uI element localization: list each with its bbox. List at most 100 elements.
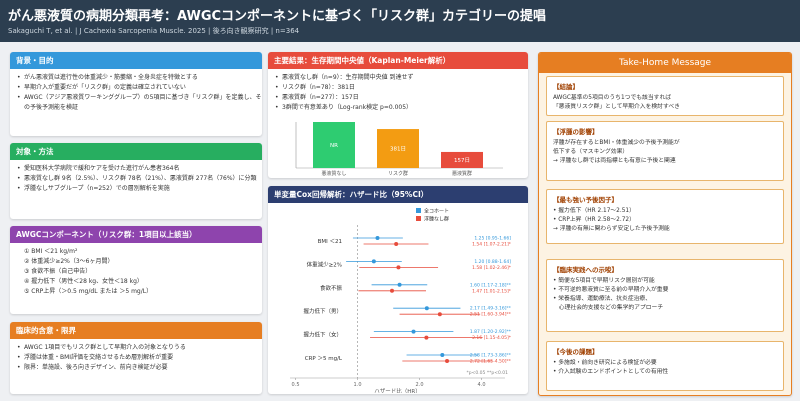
section-title: 臨床的含意・限界 [10, 322, 262, 339]
row-label: 握力低下（男） [303, 307, 342, 315]
value-label: 1.47 [1.01-2.15]* [472, 288, 512, 294]
section-panel: 臨床的含意・限界AWGC 1項目でもリスク群として早期介入の対象となりうる浮腫は… [10, 322, 262, 394]
bar [441, 151, 483, 168]
hr-point [394, 242, 399, 246]
takehome-box: 【臨床実践への示唆】 • 簡便な5項目で早期リスク層別が可能 • 不可逆的悪液質に至… [546, 259, 784, 332]
hr-point [424, 335, 429, 340]
forest-plot: 0.5 1.0 2.0 4.0 ハザード比（HR） *p<0.05 **p<0.01 BMI… [290, 208, 512, 393]
hr-point [371, 259, 376, 264]
takehome-box: 【最も強い予後因子】 • 握力低下（HR 2.17〜2.51） • CRP上昇（HR… [546, 189, 784, 244]
takehome-heading: 【今後の課題】 [553, 348, 599, 356]
list-item: ① BMI ＜21 kg/m² [24, 248, 78, 255]
bar-label: NR [330, 143, 338, 149]
list-item: 悪液質なし群 9名（2.5%）、リスク群 78名（21%）、悪液質群 277名（… [10, 174, 262, 184]
takehome-line: → 浮腫なし群では両指標とも有意に予後と関連 [553, 158, 676, 164]
x-tick-label: 2.0 [416, 382, 424, 388]
hr-point [445, 359, 450, 363]
list-item: 愛知医科大学病院で緩和ケアを受けた進行がん患者364名 [10, 164, 262, 174]
takehome-line: • 栄養指導、運動療法、抗炎症治療、 [553, 296, 652, 302]
list-item: 早期介入が重要だが「リスク群」の定義は確立されていない [10, 83, 262, 93]
takehome-heading: 【最も強い予後因子】 [553, 196, 618, 204]
takehome-line: 低下する（マスキング効果） [553, 149, 629, 155]
hr-point [397, 282, 402, 287]
value-label: 1.20 [0.88-1.64] [474, 259, 511, 265]
row-label: 食欲不振 [320, 284, 343, 292]
section-list: AWGC 1項目でもリスク群として早期介入の対象となりうる浮腫は体重・BMI評価… [10, 339, 262, 373]
legend-label: 浮腫なし群 [424, 216, 449, 223]
takehome-line: → 浮腫の有無に関わらず安定した予後予測能 [553, 226, 670, 232]
hr-point [389, 288, 394, 293]
value-label: 1.87 [1.20-2.92]** [470, 329, 512, 335]
list-item: 悪液質なし群（n=9）：生存期間中央値 到達せず [268, 73, 528, 83]
section-title: 背景・目的 [10, 52, 262, 69]
list-item: リスク群（n=78）：381日 [268, 83, 528, 93]
list-item: がん悪液質は進行性の体重減少・筋萎縮・全身炎症を特徴とする [10, 73, 262, 83]
list-item: ⑤ CRP上昇（＞0.5 mg/dL または ＞5 mg/L） [24, 288, 153, 295]
bar [313, 122, 355, 168]
bar-label: 381日 [390, 146, 406, 153]
section-title: 単変量Cox回帰解析：ハザード比（95%CI） [268, 186, 528, 203]
takehome-line: • 多施設・前向き研究による検証が必要 [553, 360, 657, 366]
takehome-title: Take-Home Message [539, 53, 791, 73]
list-item: 3群間で有意差あり（Log-rank検定 p=0.005） [268, 103, 528, 113]
row-label: 握力低下（女） [303, 331, 342, 339]
takehome-heading: 【浮腫の影響】 [553, 128, 599, 136]
x-tick-label: 悪液質なし [321, 170, 346, 177]
list-item: 限界：単施設、後ろ向きデザイン、前向き検証が必要 [10, 363, 262, 373]
takehome-line: 心理社会的支援などの集学的アプローチ [553, 305, 664, 311]
takehome-line: • 不可逆的悪液質に至る前の早期介入が重要 [553, 287, 669, 293]
row-label: CRP ＞5 mg/L [305, 356, 343, 362]
takehome-heading: 【結論】 [553, 83, 579, 91]
footnote: *p<0.05 **p<0.01 [467, 370, 509, 376]
takehome-line: 浮腫が存在するとBMI・体重減少の予後予測能が [553, 140, 680, 146]
section-panel: 背景・目的がん悪液質は進行性の体重減少・筋萎縮・全身炎症を特徴とする早期介入が重… [10, 52, 262, 136]
takehome-line: • CRP上昇（HR 2.58〜2.72） [553, 217, 635, 223]
value-label: 1.60 [1.17-2.18]** [470, 282, 512, 288]
bar-label: 157日 [454, 157, 470, 164]
takehome-box: 【今後の課題】 • 多施設・前向き研究による検証が必要 • 介入試験のエンドポイント… [546, 341, 784, 391]
section-list: がん悪液質は進行性の体重減少・筋萎縮・全身炎症を特徴とする早期介入が重要だが「リ… [10, 69, 262, 113]
value-label: 1.54 [1.07-2.21]* [472, 242, 512, 248]
value-label: 2.17 [1.49-3.16]** [470, 306, 512, 312]
list-item: 浮腫は体重・BMI評価を交絡させるため層別解析が重要 [10, 353, 262, 363]
x-axis-label: ハザード比（HR） [374, 387, 420, 393]
list-item: AWGC 1項目でもリスク群として早期介入の対象となりうる [10, 343, 262, 353]
x-tick-label: リスク群 [388, 170, 408, 177]
header: がん悪液質の病期分類再考：AWGCコンポーネントに基づく「リスク群」カテゴリーの… [0, 0, 800, 42]
section-panel: 対象・方法愛知医科大学病院で緩和ケアを受けた進行がん患者364名悪液質なし群 9… [10, 143, 262, 219]
list-item: ③ 食欲不振（自己申告） [24, 268, 92, 275]
row-label: BMI ＜21 [318, 239, 342, 245]
section-list: 愛知医科大学病院で緩和ケアを受けた進行がん患者364名悪液質なし群 9名（2.5… [10, 160, 262, 194]
takehome-line: • 簡便な5項目で早期リスク層別が可能 [553, 278, 655, 284]
legend-swatch [416, 216, 421, 221]
section-title: 対象・方法 [10, 143, 262, 160]
hr-point [396, 265, 401, 270]
subtitle: Sakaguchi T, et al. | J Cachexia Sarcope… [8, 27, 300, 35]
hr-point [424, 306, 429, 311]
takehome-heading: 【臨床実践への示唆】 [553, 266, 618, 274]
x-tick-label: 4.0 [478, 382, 486, 388]
legend-swatch [416, 208, 421, 213]
value-label: 1.25 [0.95-1.66] [474, 236, 511, 242]
value-label: 2.16 [1.15-4.05]* [472, 335, 512, 341]
section-panel: AWGCコンポーネント（リスク群：1項目以上該当） ① BMI ＜21 kg/m²… [10, 226, 262, 314]
list-item: AWGC（アジア悪液質ワーキンググループ）の5項目に基づき「リスク群」を定義し、… [10, 93, 262, 113]
value-label: 2.72 [1.65-4.50]** [470, 359, 512, 365]
list-item: 浮腫なしサブグループ（n=252）での層別解析を実施 [10, 184, 262, 194]
takehome-box: 【結論】 AWGC基準の5項目のうち1つでも該当すれば 「悪液質リスク群」として早期… [546, 76, 784, 116]
section-title: AWGCコンポーネント（リスク群：1項目以上該当） [10, 226, 262, 243]
takehome-box: 【浮腫の影響】浮腫が存在するとBMI・体重減少の予後予測能が 低下する（マスキング… [546, 121, 784, 181]
bar [377, 129, 419, 168]
section-title: 主要結果：生存期間中央値（Kaplan-Meier解析） [268, 52, 528, 69]
title: がん悪液質の病期分類再考：AWGCコンポーネントに基づく「リスク群」カテゴリーの… [8, 9, 547, 24]
x-tick-label: 0.5 [292, 382, 300, 388]
section-panel: 単変量Cox回帰解析：ハザード比（95%CI） 0.5 1.0 2.0 4.0 ハザード比… [268, 186, 528, 394]
value-label: 2.58 [1.73-3.86]** [470, 353, 512, 359]
section-list: ① BMI ＜21 kg/m² ② 体重減少≥2%（3〜6ヶ月間） ③ 食欲不振（自… [10, 243, 262, 297]
value-label: 1.58 [1.02-2.46]* [472, 265, 512, 271]
legend-label: 全コホート [424, 208, 449, 215]
list-item: ④ 握力低下（男性＜28 kg、女性＜18 kg） [24, 278, 143, 285]
takehome-line: • 握力低下（HR 2.17〜2.51） [553, 208, 635, 214]
